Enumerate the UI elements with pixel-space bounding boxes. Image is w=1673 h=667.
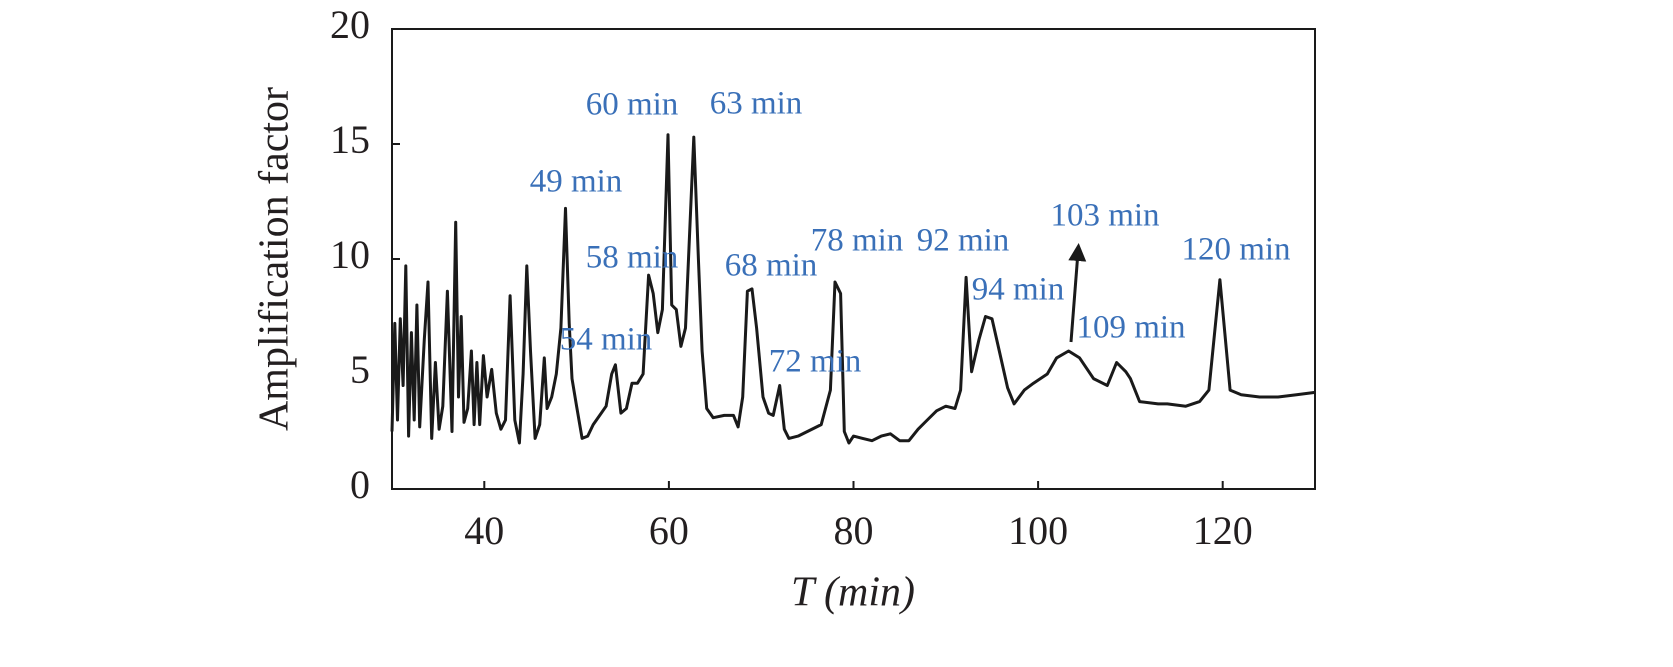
x-tick-label: 120 xyxy=(1193,508,1253,553)
plot-frame xyxy=(391,28,1316,490)
y-tick-label: 10 xyxy=(330,232,370,277)
y-tick-label: 0 xyxy=(350,462,370,507)
annotation: 63 min xyxy=(710,86,803,122)
arrow xyxy=(1068,243,1087,343)
x-tick-label: 80 xyxy=(834,508,874,553)
annotation: 103 min xyxy=(1050,198,1159,234)
y-tick-label: 5 xyxy=(350,347,370,392)
x-tick-label: 60 xyxy=(649,508,689,553)
annotation: 60 min xyxy=(586,87,679,123)
y-tick-label: 20 xyxy=(330,2,370,47)
x-tick-label: 40 xyxy=(464,508,504,553)
annotation: 72 min xyxy=(769,344,862,380)
annotation: 54 min xyxy=(560,322,653,358)
x-tick-label: 100 xyxy=(1008,508,1068,553)
annotation: 68 min xyxy=(725,248,818,284)
annotation: 120 min xyxy=(1181,232,1290,268)
y-axis-label: Amplification factor xyxy=(252,87,298,431)
y-tick-label: 15 xyxy=(330,117,370,162)
annotation: 92 min xyxy=(917,223,1010,259)
data-line xyxy=(390,133,1316,445)
annotation: 94 min xyxy=(972,272,1065,308)
annotation: 109 min xyxy=(1076,310,1185,346)
x-axis-label: T (min) xyxy=(791,570,915,616)
annotation: 58 min xyxy=(586,240,679,276)
annotation: 78 min xyxy=(811,223,904,259)
annotation: 49 min xyxy=(530,164,623,200)
